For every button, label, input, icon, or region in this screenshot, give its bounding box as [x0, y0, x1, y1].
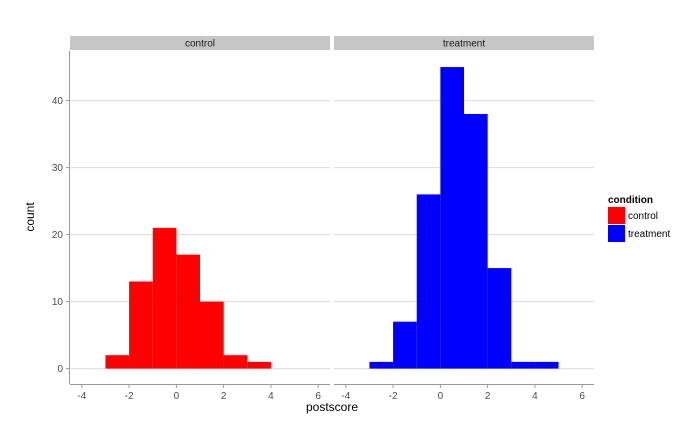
x-tick-label: 4	[532, 391, 538, 402]
histogram-bar	[129, 281, 153, 369]
legend-swatch	[608, 225, 625, 242]
legend: condition control treatment	[608, 195, 670, 242]
legend-title: condition	[608, 195, 653, 206]
histogram-bar	[534, 361, 559, 369]
y-tick-label: 10	[52, 297, 64, 308]
legend-entry-treatment: treatment	[608, 225, 670, 242]
x-tick-label: 2	[485, 391, 491, 402]
x-tick-label: 6	[315, 391, 321, 402]
y-tick-label: 30	[52, 163, 64, 174]
y-tick-label: 40	[52, 96, 64, 107]
histogram-bar	[200, 301, 224, 369]
histogram-bar	[105, 355, 130, 369]
x-tick-label: -4	[77, 391, 86, 402]
facet-strip-bg	[70, 36, 330, 50]
histogram-bar	[416, 194, 441, 369]
x-tick-label: 0	[174, 391, 180, 402]
histogram-bar	[176, 254, 200, 369]
x-tick-label: 6	[579, 391, 585, 402]
facet-strip-label: treatment	[443, 39, 485, 50]
histogram-bar	[247, 361, 271, 369]
legend-entry-control: control	[608, 207, 658, 224]
y-tick-label: 0	[57, 364, 63, 375]
histogram-bar	[464, 113, 488, 369]
panels-layer: control -4 -2 0 2 4 6 0 10 20 30 40 treatment -4 -2 0 2 4…	[52, 36, 594, 402]
facet-strip-bg	[334, 36, 594, 50]
x-tick-label: 0	[438, 391, 444, 402]
legend-swatch	[608, 207, 625, 224]
x-tick-label: -2	[389, 391, 398, 402]
x-tick-label: 4	[268, 391, 274, 402]
histogram-bar	[487, 268, 512, 369]
x-tick-label: 2	[221, 391, 227, 402]
histogram-bar	[369, 361, 394, 369]
x-tick-label: -2	[125, 391, 134, 402]
facet-panel-treatment: treatment -4 -2 0 2 4 6	[334, 36, 594, 402]
facet-strip-label: control	[185, 39, 215, 50]
legend-label: treatment	[628, 229, 670, 240]
histogram-bar	[440, 67, 464, 369]
y-axis-title: count	[23, 202, 37, 232]
histogram-bar	[393, 321, 417, 369]
histogram-bar	[223, 355, 248, 369]
facet-panel-control: control -4 -2 0 2 4 6 0 10 20 30 40	[52, 36, 330, 402]
y-tick-label: 20	[52, 230, 64, 241]
histogram-bar	[152, 227, 177, 369]
histogram-bar	[511, 361, 535, 369]
legend-label: control	[628, 211, 658, 222]
x-axis-title: postscore	[306, 400, 358, 414]
x-tick-label: -4	[341, 391, 350, 402]
